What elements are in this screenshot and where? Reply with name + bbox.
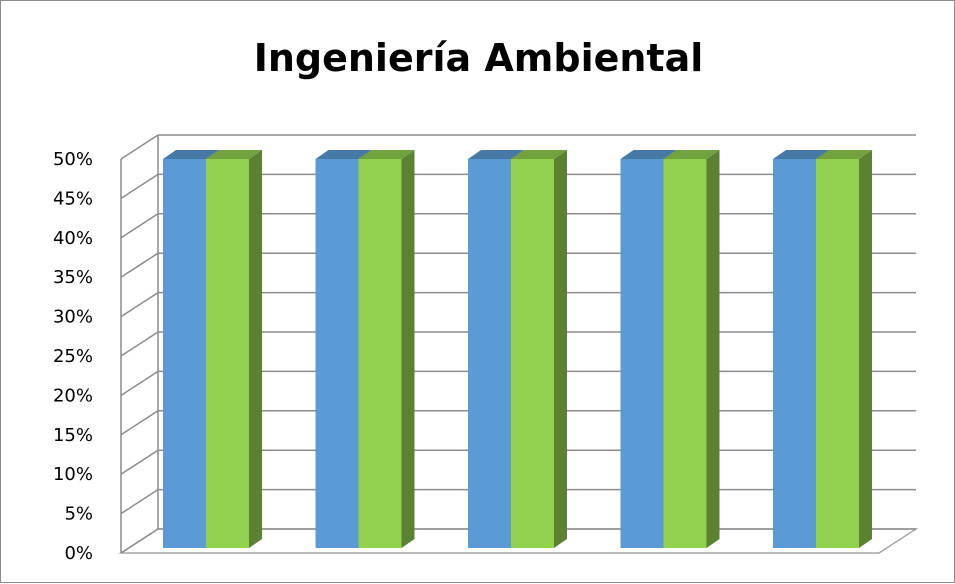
bar-side: [706, 150, 720, 548]
bar-top: [511, 150, 567, 159]
bar-top: [468, 150, 524, 159]
side-gridline: [120, 252, 159, 278]
y-tick-label: 15%: [53, 425, 93, 446]
bar: [468, 159, 511, 548]
bar: [206, 159, 249, 548]
bar: [511, 159, 554, 548]
bar-top: [816, 150, 872, 159]
bar: [315, 159, 359, 548]
bar: [620, 159, 664, 548]
y-tick-label: 25%: [53, 346, 93, 367]
y-tick-label: 45%: [53, 188, 93, 209]
y-tick-label: 5%: [64, 504, 93, 525]
y-tick-label: 10%: [53, 464, 93, 485]
chart-title: Ingeniería Ambiental: [253, 36, 704, 80]
y-tick-label: 20%: [53, 385, 93, 406]
bar-side: [401, 150, 415, 548]
bar-top: [773, 150, 829, 159]
y-tick-label: 0%: [64, 543, 93, 564]
side-gridline: [120, 370, 159, 397]
bar-top: [163, 150, 219, 159]
bar: [663, 159, 707, 548]
bar-top: [315, 150, 372, 159]
bar-top: [620, 150, 677, 159]
bar-top: [206, 150, 262, 159]
side-gridline: [120, 213, 159, 239]
y-tick-label: 40%: [53, 228, 93, 249]
bar-side: [554, 150, 567, 548]
bar: [773, 159, 816, 548]
y-tick-label: 35%: [53, 267, 93, 288]
bar: [358, 159, 402, 548]
side-gridline: [120, 173, 159, 200]
bar-top: [358, 150, 415, 159]
side-gridline: [120, 291, 159, 318]
side-gridline: [120, 134, 159, 160]
bar-side: [859, 150, 872, 548]
bar-top: [663, 150, 720, 159]
bar: [163, 159, 206, 548]
bar: [816, 159, 859, 548]
side-gridline: [120, 410, 159, 436]
side-gridline: [120, 331, 159, 357]
side-gridline: [120, 449, 159, 475]
bar-side: [249, 150, 262, 548]
y-tick-label: 50%: [53, 149, 93, 170]
y-tick-label: 30%: [53, 307, 93, 328]
side-gridline: [120, 528, 159, 554]
side-gridline: [120, 488, 159, 515]
